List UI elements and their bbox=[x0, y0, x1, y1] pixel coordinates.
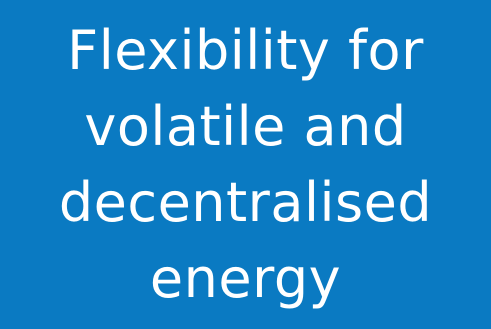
headline-line-2: volatile and bbox=[84, 94, 407, 158]
headline: Flexibility for volatile and decentralis… bbox=[59, 13, 432, 317]
headline-line-3: decentralised bbox=[58, 170, 433, 234]
headline-line-1: Flexibility for bbox=[67, 18, 424, 82]
headline-line-4: energy bbox=[149, 246, 342, 310]
